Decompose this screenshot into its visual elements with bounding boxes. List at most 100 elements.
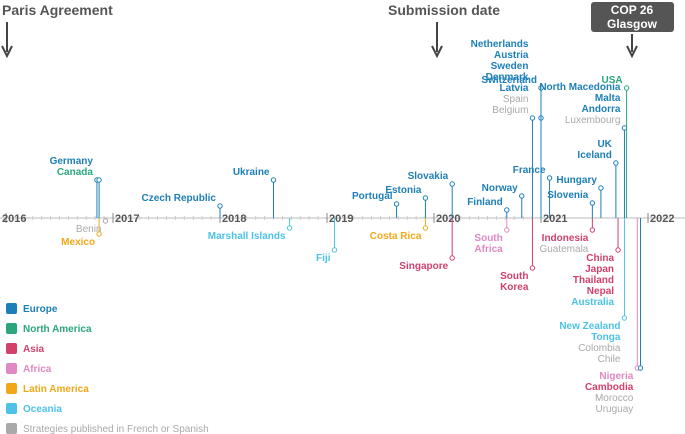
event-label: Switzerland [481, 75, 537, 86]
event-label: Ukraine [233, 167, 270, 178]
event-label: Costa Rica [370, 231, 422, 242]
event-point [504, 227, 510, 233]
event-point [96, 231, 102, 237]
event-point [422, 195, 429, 201]
event-label: Guatemala [539, 244, 588, 255]
event-label: Portugal [352, 191, 393, 202]
event-label: Japan [585, 264, 614, 275]
event-point [546, 175, 553, 181]
event-point [422, 225, 429, 231]
legend-label: Latin America [23, 384, 89, 395]
event-point [613, 160, 619, 166]
event-label: Czech Republic [142, 193, 217, 204]
legend-swatch [6, 323, 17, 334]
legend-swatch [6, 343, 17, 354]
event-label: Canada [57, 167, 94, 178]
legend-label: Oceania [23, 404, 62, 415]
legend-swatch [6, 383, 17, 394]
event-label: Cambodia [585, 382, 634, 393]
legend-swatch [6, 403, 17, 414]
legend-label: Africa [23, 364, 52, 375]
cop26-line1: COP 26 [611, 3, 654, 17]
event-point [621, 125, 628, 131]
event-label: Iceland [577, 150, 611, 161]
event-label: Thailand [573, 275, 614, 286]
event-label: Finland [467, 197, 503, 208]
event-point [598, 185, 604, 191]
event-point [96, 177, 102, 183]
event-point [589, 200, 596, 206]
paris-arrow-head [1, 45, 13, 59]
event-label: Indonesia [542, 233, 589, 244]
event-label: Korea [500, 282, 529, 293]
event-label: Luxembourg [565, 115, 621, 126]
event-point [529, 115, 536, 121]
legend-swatch [6, 303, 17, 314]
event-label: Norway [482, 183, 519, 194]
event-label: Tonga [591, 332, 621, 343]
event-label: Spain [503, 94, 529, 105]
event-label: Austria [494, 50, 529, 61]
legend-label: Asia [23, 344, 45, 355]
event-point [393, 201, 400, 207]
legend-label: Strategies published in French or Spanis… [23, 424, 209, 434]
event-label: South [474, 233, 502, 244]
event-label: Uruguay [595, 404, 633, 415]
event-label: USA [601, 75, 622, 86]
axis-year-label: 2017 [115, 213, 139, 225]
event-point [615, 247, 621, 253]
event-point [637, 365, 644, 371]
event-label: Nepal [587, 286, 614, 297]
event-label: Netherlands [471, 39, 529, 50]
event-point [529, 265, 536, 271]
axis-year-label: 2016 [2, 213, 26, 225]
event-label: Germany [50, 156, 94, 167]
event-point [589, 227, 596, 233]
legend-label: Europe [23, 304, 58, 315]
event-label: Colombia [578, 343, 621, 354]
event-label: France [513, 165, 546, 176]
axis-year-label: 2018 [222, 213, 246, 225]
event-label: Belgium [492, 105, 528, 116]
event-label: Denmark [486, 72, 529, 83]
event-point [102, 218, 109, 224]
event-point [449, 181, 455, 187]
axis-year-label: 2020 [436, 213, 460, 225]
event-point [519, 193, 525, 199]
event-label: Benin [76, 224, 102, 235]
marker-paris: Paris Agreement [1, 2, 113, 59]
marker-cop26: COP 26 Glasgow [591, 2, 674, 59]
event-label: Chile [598, 354, 621, 365]
marker-submission: Submission date [388, 2, 500, 59]
event-label: Latvia [500, 83, 529, 94]
legend: Europe North America Asia Africa Latin Ameri… [6, 303, 209, 434]
cop26-line2: Glasgow [607, 17, 658, 31]
event-point [331, 247, 338, 253]
submission-date-label: Submission date [388, 2, 500, 18]
event-label: China [586, 253, 614, 264]
event-label: Australia [571, 297, 614, 308]
axis-year-label: 2022 [650, 213, 674, 225]
event-label: Estonia [385, 185, 422, 196]
event-point [270, 177, 277, 183]
cop26-box [591, 2, 674, 32]
event-label: Africa [474, 244, 503, 255]
event-label: Morocco [595, 393, 634, 404]
event-point [538, 85, 544, 91]
event-label: Andorra [582, 104, 621, 115]
cop26-arrow-head [626, 45, 638, 59]
event-point [621, 315, 628, 321]
event-point [286, 225, 293, 231]
event-point [449, 255, 455, 261]
paris-agreement-label: Paris Agreement [2, 2, 113, 18]
event-label: Slovenia [547, 190, 589, 201]
event-label: Marshall Islands [208, 231, 286, 242]
event-label: Hungary [556, 175, 597, 186]
axis-year-label: 2021 [543, 213, 567, 225]
event-point [217, 203, 223, 209]
event-label: North Macedonia [539, 82, 621, 93]
event-label: Slovakia [408, 171, 449, 182]
event-point [504, 207, 510, 213]
event-label: UK [597, 139, 612, 150]
